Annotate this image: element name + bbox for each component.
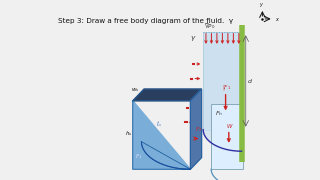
Text: $y$: $y$ [259,1,264,9]
Bar [203,32,242,130]
Text: $\ell_s$: $\ell_s$ [156,119,163,129]
Text: $d$: $d$ [247,77,253,85]
Text: $w_s$: $w_s$ [131,86,139,94]
Polygon shape [203,130,242,151]
Text: $\gamma$: $\gamma$ [190,34,197,43]
Text: $F_2$: $F_2$ [195,125,203,134]
Polygon shape [190,89,202,169]
Text: $x$: $x$ [275,16,280,23]
Text: Step 3: Draw a free body diagram of the fluid.  γ: Step 3: Draw a free body diagram of the … [58,18,233,24]
Text: $F_h$: $F_h$ [215,109,223,118]
Text: $W$: $W$ [226,122,233,130]
Text: $\nabla P_0$: $\nabla P_0$ [204,21,215,31]
Text: $h_s$: $h_s$ [125,129,132,138]
Polygon shape [133,89,202,101]
Bar [211,104,243,169]
Text: $F_1$: $F_1$ [135,152,143,161]
Polygon shape [133,101,190,169]
Text: $|F_1$: $|F_1$ [222,83,232,92]
